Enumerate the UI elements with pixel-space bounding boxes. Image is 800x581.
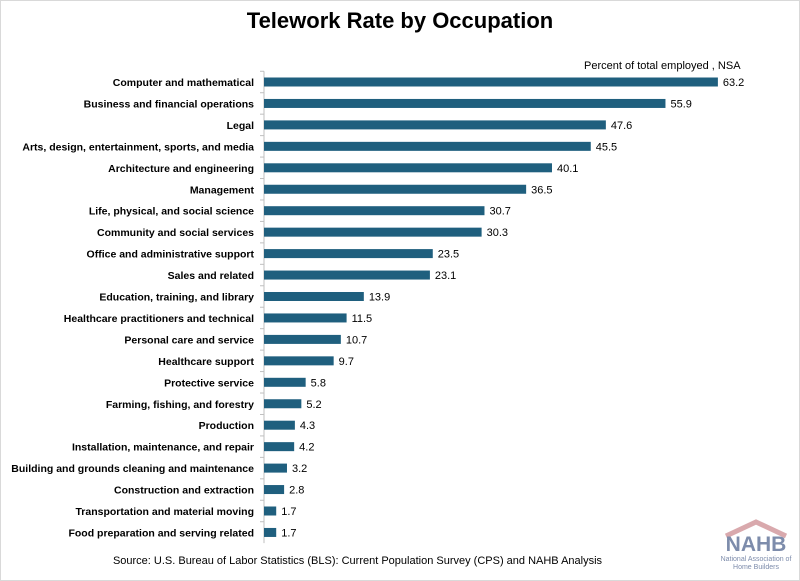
data-label: 9.7 [339,356,354,368]
bar [264,249,433,259]
category-label: Food preparation and serving related [68,527,254,539]
bar [264,442,295,452]
bar [264,227,482,237]
bar [264,506,277,516]
data-label: 4.3 [300,420,315,432]
data-label: 10.7 [346,334,367,346]
category-label: Life, physical, and social science [89,206,254,218]
bar [264,399,302,409]
category-label: Transportation and material moving [75,506,254,518]
bar [264,527,277,537]
data-label: 23.1 [435,270,456,282]
data-label: 23.5 [438,249,459,261]
bars-layer: 63.2 55.9 47.6 45.5 40.1 36.5 30.7 30.3 23.5 23.1… [264,77,744,539]
logo-wordmark: NAHB [725,533,787,556]
axis-layer: Computer and mathematical Business and fi… [11,70,265,544]
category-label: Office and administrative support [87,249,255,261]
bar [264,420,295,430]
data-label: 1.7 [281,527,296,539]
bar [264,334,341,344]
bar [264,141,591,151]
data-label: 2.8 [289,485,304,497]
category-label: Building and grounds cleaning and mainte… [11,463,254,475]
axis-unit-label: Percent of total employed , NSA [584,60,741,72]
data-label: 1.7 [281,506,296,518]
category-label: Computer and mathematical [113,77,254,89]
data-label: 63.2 [723,77,744,89]
nahb-logo: NAHB National Association of Home Builde… [718,518,794,574]
bar [264,163,552,173]
bar [264,313,347,323]
category-label: Production [199,420,254,432]
bar [264,463,287,473]
data-label: 5.8 [311,377,326,389]
data-label: 5.2 [306,399,321,411]
category-label: Sales and related [168,270,254,282]
category-label: Protective service [164,377,254,389]
data-label: 45.5 [596,141,617,153]
category-label: Arts, design, entertainment, sports, and… [22,141,254,153]
category-label: Farming, fishing, and forestry [106,399,254,411]
bar [264,98,666,108]
bar [264,377,306,387]
category-label: Education, training, and library [99,292,254,304]
source-note: Source: U.S. Bureau of Labor Statistics … [112,555,603,567]
data-label: 30.7 [489,206,510,218]
bar [264,356,334,366]
logo-subtitle: National Association of Home Builders [720,556,792,571]
category-label: Community and social services [97,227,254,239]
bar [264,292,364,301]
bar [264,206,485,216]
category-label: Healthcare support [158,356,254,368]
data-label: 11.5 [352,313,373,325]
category-label: Management [190,184,255,196]
data-label: 3.2 [292,463,307,475]
chart-title: Telework Rate by Occupation [246,8,554,33]
data-label: 40.1 [557,163,578,175]
data-label: 47.6 [611,120,632,132]
category-label: Healthcare practitioners and technical [64,313,254,325]
bar [264,270,430,280]
data-label: 13.9 [369,292,390,304]
category-label: Business and financial operations [84,98,255,110]
data-label: 4.2 [299,442,314,454]
category-label: Architecture and engineering [108,163,254,175]
category-label: Legal [227,120,255,132]
bar [264,184,527,194]
category-label: Installation, maintenance, and repair [72,442,254,454]
data-label: 30.3 [487,227,508,239]
bar [264,120,606,130]
category-label: Personal care and service [124,334,254,346]
data-label: 55.9 [670,98,691,110]
category-label: Construction and extraction [114,485,254,497]
bar [264,485,285,495]
roof-icon [724,519,788,539]
bar [264,77,718,87]
data-label: 36.5 [531,184,552,196]
